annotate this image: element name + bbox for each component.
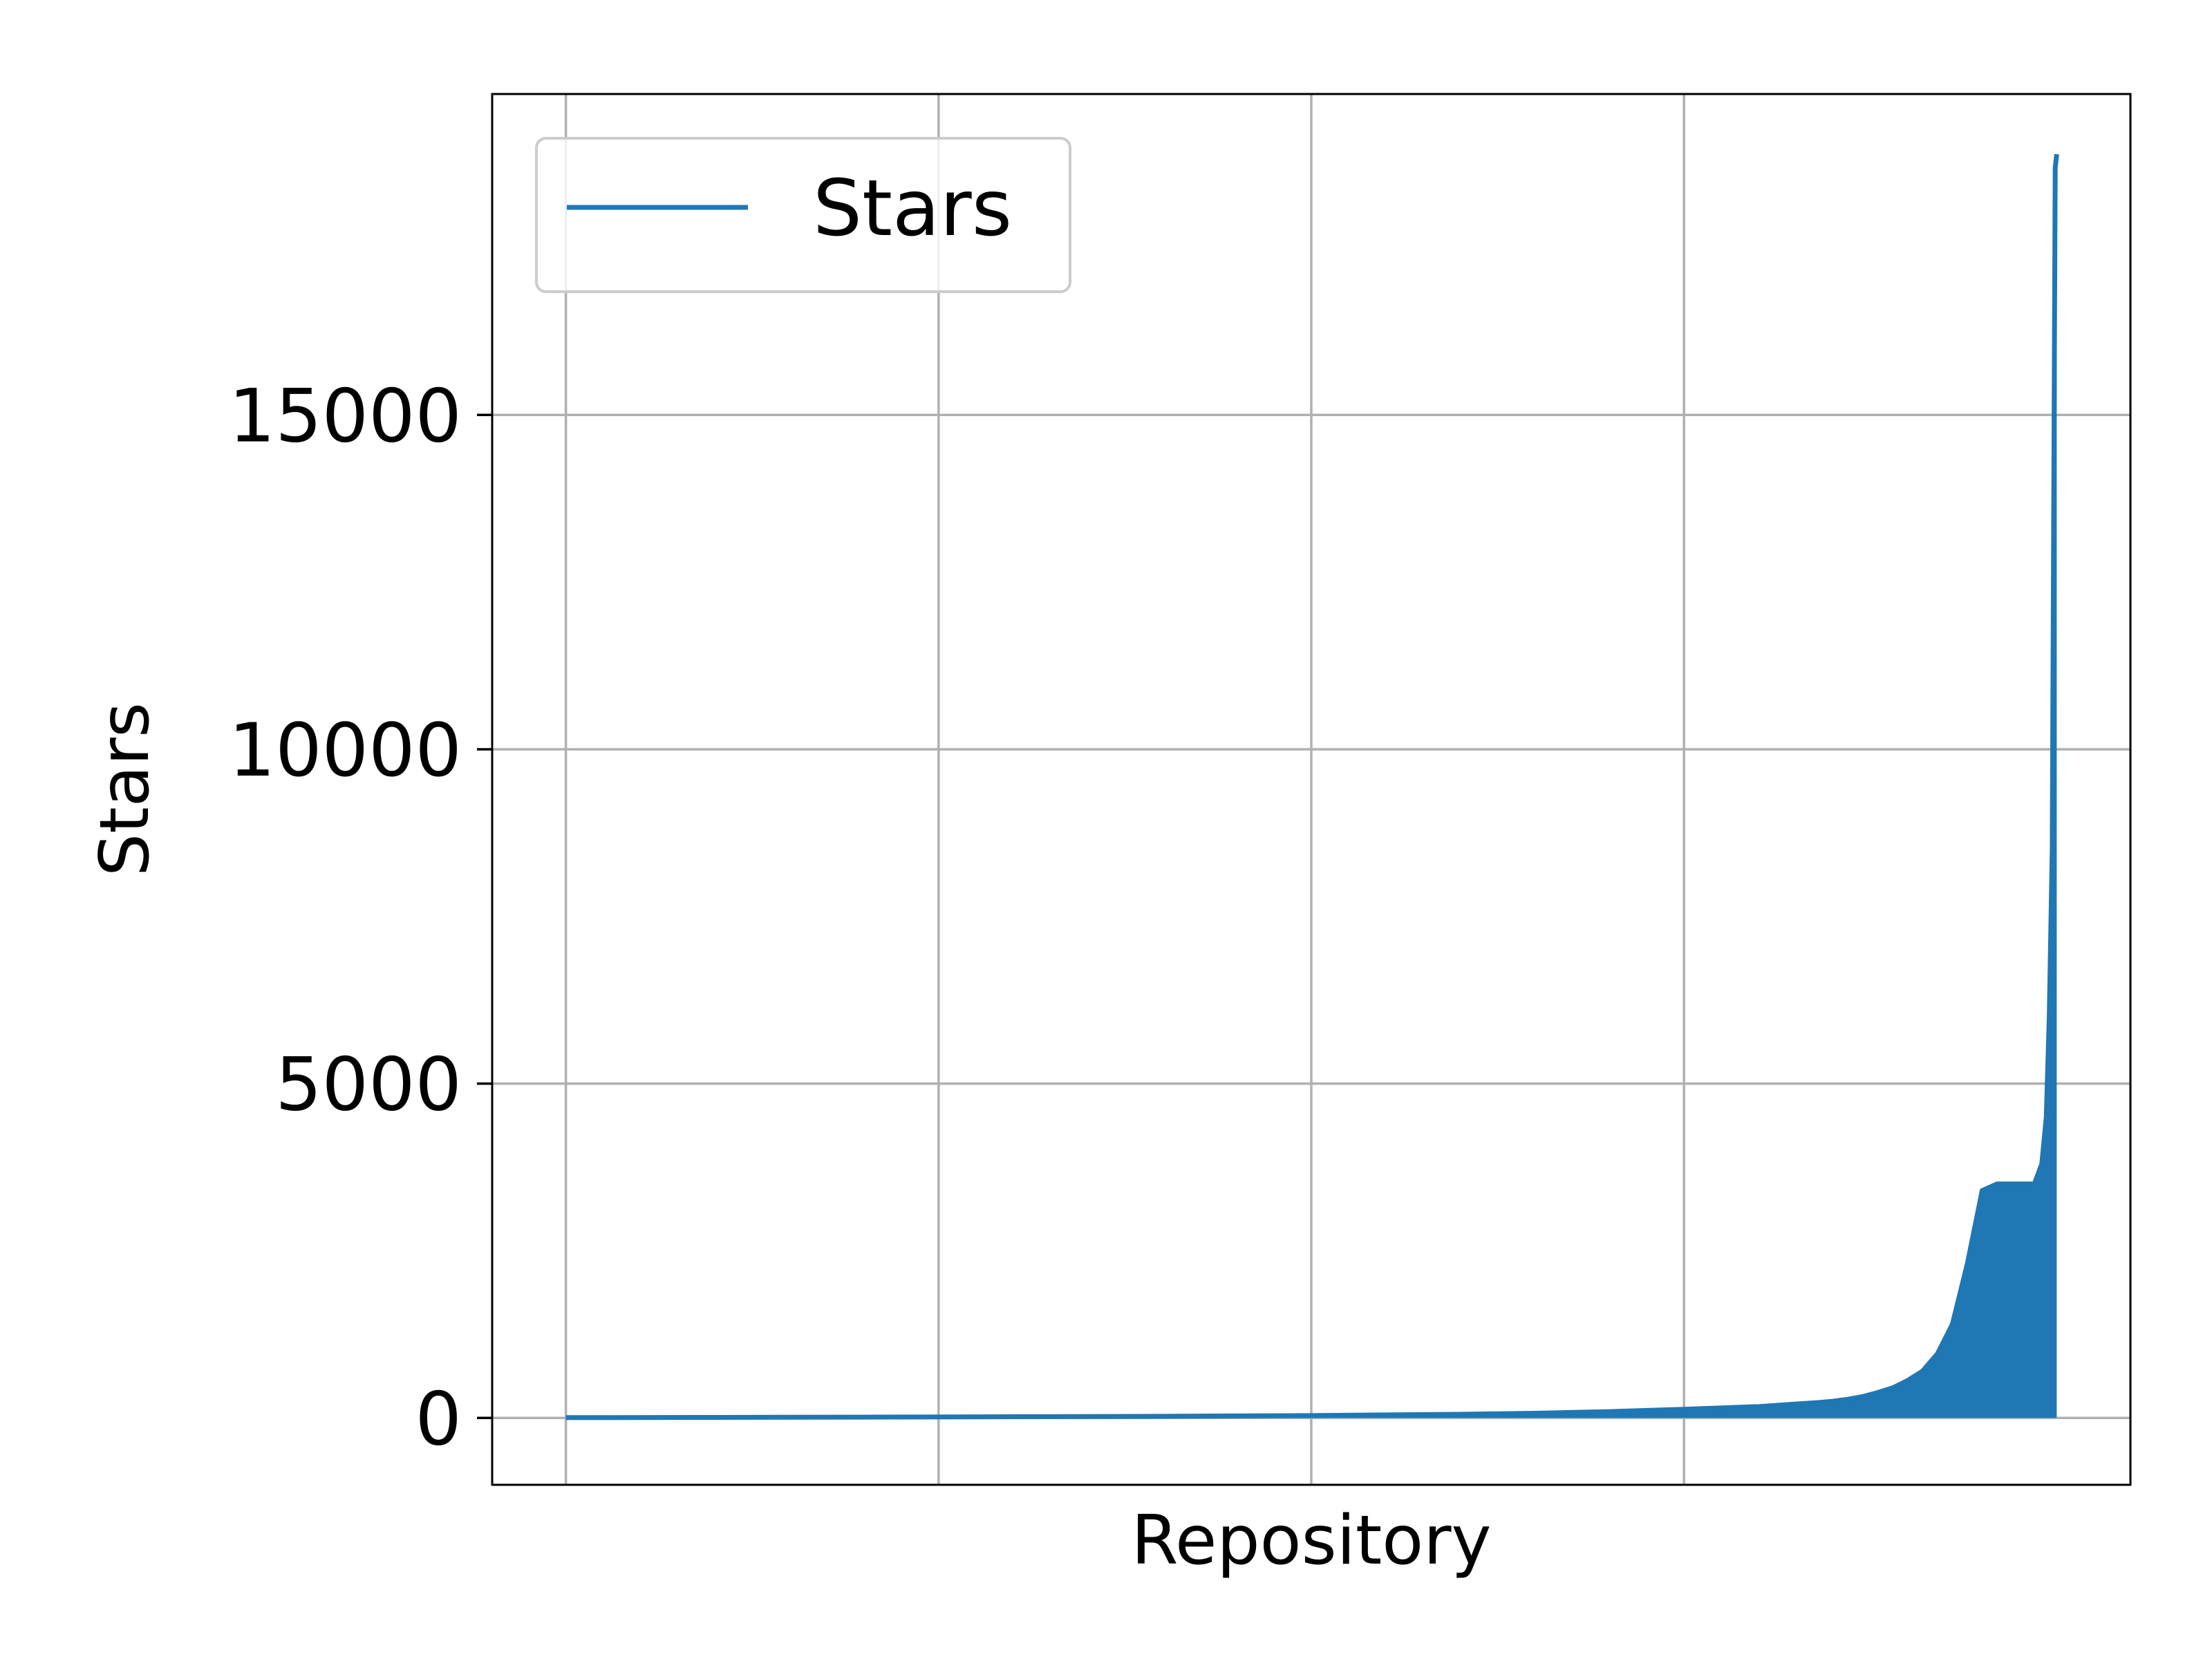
- legend-label-stars: Stars: [813, 164, 1012, 254]
- x-axis-label: Repository: [1131, 1501, 1491, 1580]
- y-tick-label: 10000: [229, 708, 462, 793]
- grid: [492, 94, 2130, 1485]
- y-axis-ticks: 0 5000 10000 15000: [229, 373, 492, 1461]
- y-axis-label: Stars: [86, 702, 165, 877]
- y-tick-label: 15000: [229, 373, 462, 458]
- stars-series-line: [565, 153, 2059, 1421]
- plot-area: [565, 153, 2059, 1421]
- axes-frame: [491, 93, 2132, 1486]
- y-tick-label: 5000: [275, 1042, 462, 1127]
- legend: Stars: [535, 137, 1071, 293]
- y-tick-label: 0: [415, 1376, 462, 1461]
- legend-box: [535, 137, 1071, 293]
